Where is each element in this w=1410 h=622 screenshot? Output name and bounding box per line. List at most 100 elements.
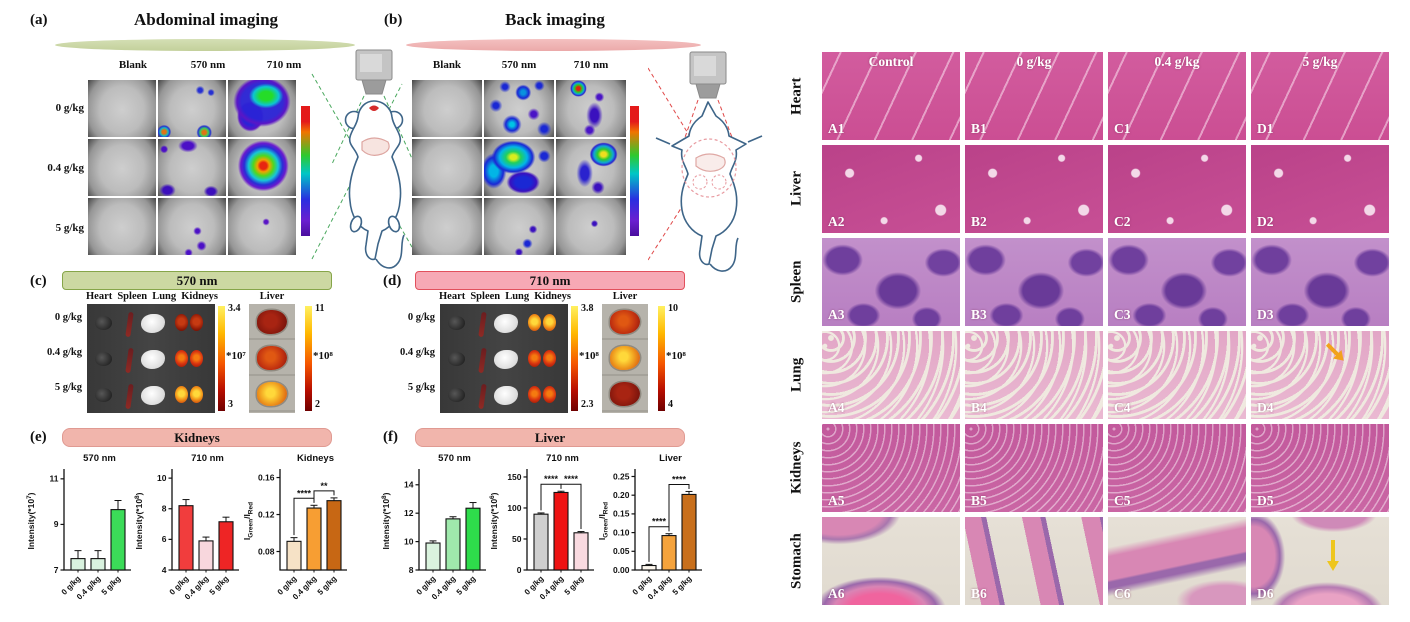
cell-id: D1 bbox=[1257, 121, 1274, 136]
cell-id: C6 bbox=[1114, 586, 1131, 601]
svg-text:12: 12 bbox=[404, 508, 414, 518]
svg-text:8: 8 bbox=[409, 565, 414, 575]
annotation-arrow-icon bbox=[1326, 539, 1339, 571]
fluorescence-overlay bbox=[228, 80, 296, 137]
cell-id: D2 bbox=[1257, 214, 1274, 229]
panel-c-tag: (c) bbox=[30, 273, 47, 289]
svg-text:150: 150 bbox=[507, 472, 521, 482]
svg-text:Liver: Liver bbox=[659, 453, 682, 464]
mouse-photo bbox=[88, 198, 156, 255]
svg-text:****: **** bbox=[672, 474, 687, 484]
svg-text:IGreen/IRed: IGreen/IRed bbox=[242, 502, 255, 540]
panel-a-title: Abdominal imaging bbox=[133, 10, 279, 29]
svg-text:Intensity(*108): Intensity(*108) bbox=[134, 492, 144, 549]
histology-cell: D5 bbox=[1251, 424, 1389, 512]
panel-d-liver-header: Liver bbox=[612, 291, 638, 302]
cell-id: B3 bbox=[971, 307, 987, 322]
svg-text:Intensity(*108): Intensity(*108) bbox=[381, 492, 391, 549]
fluorescence-overlay bbox=[158, 198, 226, 255]
svg-text:IGreen/IRed: IGreen/IRed bbox=[597, 502, 610, 540]
histology-cell: B3 bbox=[965, 238, 1103, 326]
svg-text:****: **** bbox=[652, 517, 667, 527]
mouse-outline-ventral bbox=[344, 100, 405, 269]
scale-factor: *10⁸ bbox=[579, 350, 599, 362]
histology-cell: C3 bbox=[1108, 238, 1246, 326]
rainbow-colorbar bbox=[301, 106, 310, 236]
cell-id: D3 bbox=[1257, 307, 1274, 322]
column-header: 0.4 g/kg bbox=[1154, 54, 1200, 69]
cell-id: D5 bbox=[1257, 493, 1274, 508]
cell-id: A4 bbox=[828, 400, 845, 415]
mouse-photo bbox=[412, 198, 482, 255]
svg-text:****: **** bbox=[544, 474, 559, 484]
svg-text:8: 8 bbox=[162, 504, 167, 514]
panel-b-col-710: 710 nm bbox=[573, 59, 609, 71]
histology-row-label-lung: Lung bbox=[788, 357, 805, 393]
hot-colorbar bbox=[571, 306, 578, 411]
histology-cell: B4 bbox=[965, 331, 1103, 419]
cell-id: D6 bbox=[1257, 586, 1274, 601]
svg-text:****: **** bbox=[297, 488, 312, 498]
scale-factor: *10⁸ bbox=[313, 350, 333, 362]
svg-text:Intensity(*107): Intensity(*107) bbox=[26, 492, 36, 549]
histology-cell: 5 g/kg D1 bbox=[1251, 52, 1389, 140]
organ-header-spleen: Spleen bbox=[470, 291, 501, 302]
mouse-photo bbox=[228, 80, 296, 137]
svg-text:0.08: 0.08 bbox=[258, 546, 275, 556]
panel-d-tag: (d) bbox=[383, 273, 402, 289]
mouse-photo bbox=[228, 139, 296, 196]
panel-c-row-04: 0.4 g/kg bbox=[46, 347, 82, 358]
cell-id: C4 bbox=[1114, 400, 1131, 415]
panel-b-header-bar bbox=[406, 39, 701, 51]
cell-id: C3 bbox=[1114, 307, 1131, 322]
svg-text:5 g/kg: 5 g/kg bbox=[563, 574, 586, 597]
column-header: Control bbox=[868, 54, 914, 69]
histology-cell: Control A1 bbox=[822, 52, 960, 140]
svg-text:9: 9 bbox=[54, 519, 59, 529]
svg-text:5 g/kg: 5 g/kg bbox=[208, 574, 231, 597]
histology-row-label-liver: Liver bbox=[788, 171, 805, 207]
panel-d-row-0: 0 g/kg bbox=[407, 312, 435, 323]
panel-b-image-grid bbox=[412, 80, 626, 255]
svg-text:10: 10 bbox=[404, 536, 414, 546]
histology-row-label-stomach: Stomach bbox=[788, 533, 805, 589]
svg-text:0: 0 bbox=[517, 565, 522, 575]
panel-b-col-blank: Blank bbox=[432, 59, 462, 71]
scale-factor: *10⁸ bbox=[666, 350, 686, 362]
hot-colorbar bbox=[305, 306, 312, 411]
histology-cell: A3 bbox=[822, 238, 960, 326]
histology-cell: B2 bbox=[965, 145, 1103, 233]
mouse-photo bbox=[158, 198, 226, 255]
fluorescence-overlay bbox=[556, 139, 626, 196]
scale-bottom: 3 bbox=[228, 399, 233, 410]
abdominal-imaging-schematic bbox=[311, 49, 419, 269]
scale-top: 3.4 bbox=[228, 303, 241, 314]
panel-c-row-0: 0 g/kg bbox=[54, 312, 82, 323]
mouse-outline-dorsal bbox=[655, 101, 763, 272]
chart-kidneys-ratio: 0.080.120.160 g/kg0.4 g/kg5 g/kg******Ki… bbox=[242, 453, 347, 601]
camera-icon bbox=[355, 49, 393, 95]
panel-d-organ-headers: Heart Spleen Lung Kidneys bbox=[439, 291, 571, 302]
panel-d-row-04: 0.4 g/kg bbox=[399, 347, 435, 358]
mouse-photo bbox=[556, 80, 626, 137]
mouse-photo bbox=[228, 198, 296, 255]
svg-text:7: 7 bbox=[54, 565, 59, 575]
histology-cell: A6 bbox=[822, 517, 960, 605]
liver-outline bbox=[361, 137, 390, 156]
histology-cell: C6 bbox=[1108, 517, 1246, 605]
panel-c-organ-headers: Heart Spleen Lung Kidneys bbox=[86, 291, 218, 302]
panel-a-col-570: 570 nm bbox=[190, 59, 226, 71]
panel-a-tag: (a) bbox=[30, 12, 48, 28]
scale-bottom: 2.3 bbox=[581, 399, 594, 410]
svg-text:570 nm: 570 nm bbox=[438, 453, 471, 464]
panel-f-header: Liver bbox=[415, 428, 685, 447]
svg-text:0.15: 0.15 bbox=[613, 509, 630, 519]
chart-liver-ratio: 0.000.050.100.150.200.250 g/kg0.4 g/kg5 … bbox=[597, 453, 702, 601]
svg-text:6: 6 bbox=[162, 534, 167, 544]
panel-c-row-5: 5 g/kg bbox=[54, 382, 82, 393]
cell-id: B4 bbox=[971, 400, 987, 415]
panel-c-header: 570 nm bbox=[62, 271, 332, 290]
histology-cell: B5 bbox=[965, 424, 1103, 512]
svg-text:5 g/kg: 5 g/kg bbox=[316, 574, 339, 597]
